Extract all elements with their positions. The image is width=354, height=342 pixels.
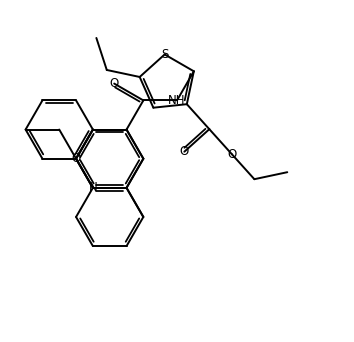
Text: NH: NH (168, 94, 186, 107)
Text: O: O (180, 145, 189, 158)
Text: O: O (110, 77, 119, 90)
Text: O: O (227, 148, 236, 161)
Text: N: N (88, 181, 97, 194)
Text: O: O (72, 152, 81, 165)
Text: S: S (161, 48, 169, 61)
